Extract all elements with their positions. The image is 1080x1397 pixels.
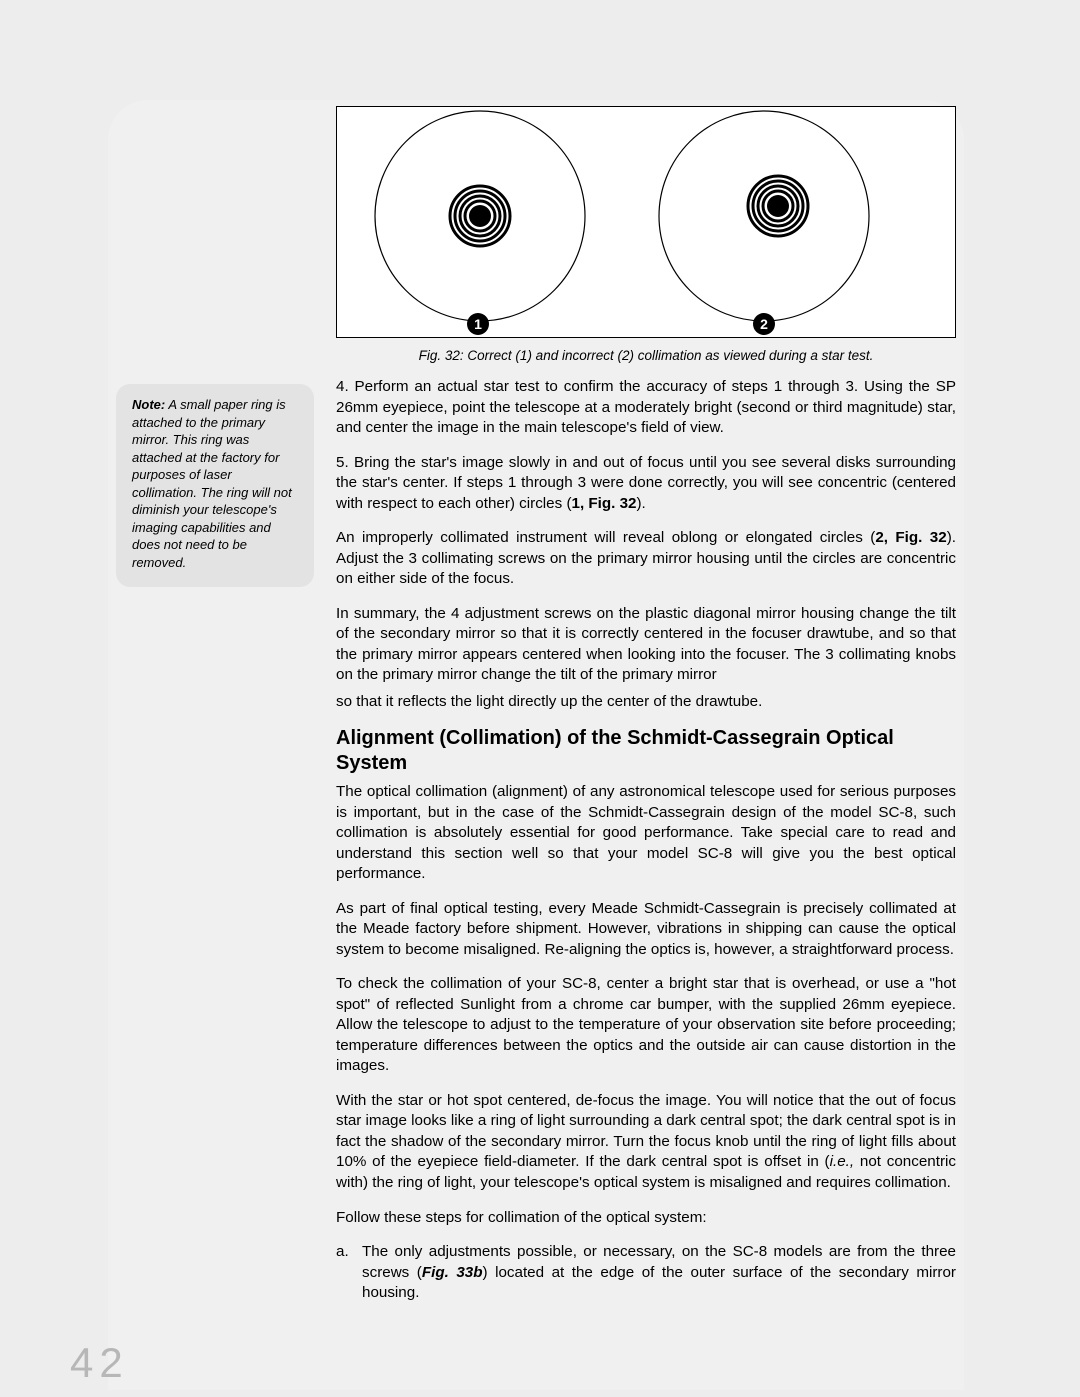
- list-marker: a.: [336, 1242, 362, 1304]
- para-summary-2: so that it reflects the light directly u…: [336, 692, 956, 713]
- collimation-diagram: [337, 107, 953, 335]
- list-text: The only adjustments possible, or necess…: [362, 1242, 956, 1304]
- para-intro: The optical collimation (alignment) of a…: [336, 782, 956, 885]
- note-text: A small paper ring is attached to the pr…: [132, 397, 292, 570]
- body-text: 4. Perform an actual star test to confir…: [336, 377, 956, 1304]
- para-defocus: With the star or hot spot centered, de-f…: [336, 1091, 956, 1194]
- note-label: Note:: [132, 397, 165, 412]
- figure-32: 1 2: [336, 106, 956, 338]
- step-a: a. The only adjustments possible, or nec…: [336, 1242, 956, 1304]
- main-column: 1 2 Fig. 32: Correct (1) and incorrect (…: [336, 100, 956, 1304]
- figure-badge-2: 2: [753, 313, 775, 335]
- para-check: To check the collimation of your SC-8, c…: [336, 974, 956, 1077]
- page-number: 42: [70, 1339, 129, 1387]
- para-factory: As part of final optical testing, every …: [336, 899, 956, 961]
- page-container: Note: A small paper ring is attached to …: [108, 100, 964, 1390]
- para-improper: An improperly collimated instrument will…: [336, 528, 956, 590]
- para-summary-1: In summary, the 4 adjustment screws on t…: [336, 604, 956, 686]
- figure-badge-1: 1: [467, 313, 489, 335]
- figure-caption: Fig. 32: Correct (1) and incorrect (2) c…: [336, 348, 956, 363]
- section-heading: Alignment (Collimation) of the Schmidt-C…: [336, 726, 956, 776]
- sidebar-note: Note: A small paper ring is attached to …: [116, 384, 314, 587]
- step-5: 5. Bring the star's image slowly in and …: [336, 453, 956, 515]
- step-4: 4. Perform an actual star test to confir…: [336, 377, 956, 439]
- para-follow: Follow these steps for collimation of th…: [336, 1208, 956, 1229]
